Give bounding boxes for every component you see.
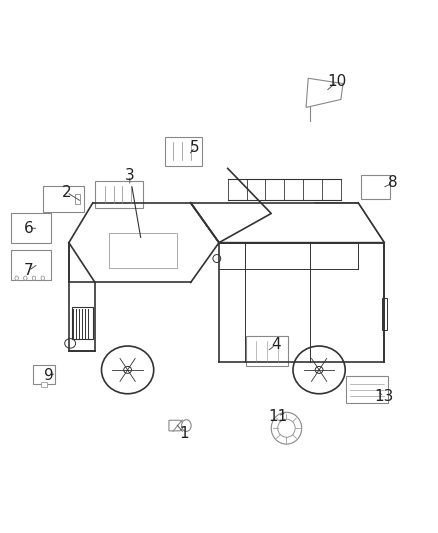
Text: 11: 11 [268, 408, 287, 424]
Ellipse shape [315, 367, 323, 373]
FancyBboxPatch shape [346, 376, 388, 403]
Ellipse shape [293, 346, 345, 394]
Polygon shape [169, 420, 186, 431]
Text: 6: 6 [24, 221, 33, 236]
Text: 9: 9 [43, 368, 53, 383]
Text: 7: 7 [24, 263, 33, 278]
FancyBboxPatch shape [33, 365, 55, 384]
Ellipse shape [32, 276, 36, 280]
Ellipse shape [24, 276, 27, 280]
FancyBboxPatch shape [43, 187, 84, 212]
Ellipse shape [271, 413, 302, 444]
Ellipse shape [213, 255, 221, 263]
Ellipse shape [102, 346, 154, 394]
FancyBboxPatch shape [11, 250, 50, 280]
Text: 10: 10 [327, 75, 346, 90]
FancyBboxPatch shape [246, 336, 288, 366]
Text: 13: 13 [374, 389, 393, 404]
Ellipse shape [41, 276, 45, 280]
Text: 4: 4 [271, 337, 280, 352]
Ellipse shape [124, 367, 131, 373]
FancyBboxPatch shape [361, 175, 390, 199]
FancyBboxPatch shape [165, 136, 201, 166]
Text: 5: 5 [190, 140, 200, 155]
Ellipse shape [278, 419, 295, 437]
Ellipse shape [182, 419, 191, 431]
Text: 2: 2 [62, 185, 71, 200]
Text: 3: 3 [125, 168, 134, 183]
FancyBboxPatch shape [74, 195, 80, 204]
FancyBboxPatch shape [95, 181, 143, 208]
FancyBboxPatch shape [11, 213, 50, 243]
Polygon shape [306, 78, 343, 108]
Ellipse shape [15, 276, 18, 280]
Text: 1: 1 [180, 426, 189, 441]
Text: 8: 8 [388, 175, 398, 190]
FancyBboxPatch shape [41, 382, 47, 387]
